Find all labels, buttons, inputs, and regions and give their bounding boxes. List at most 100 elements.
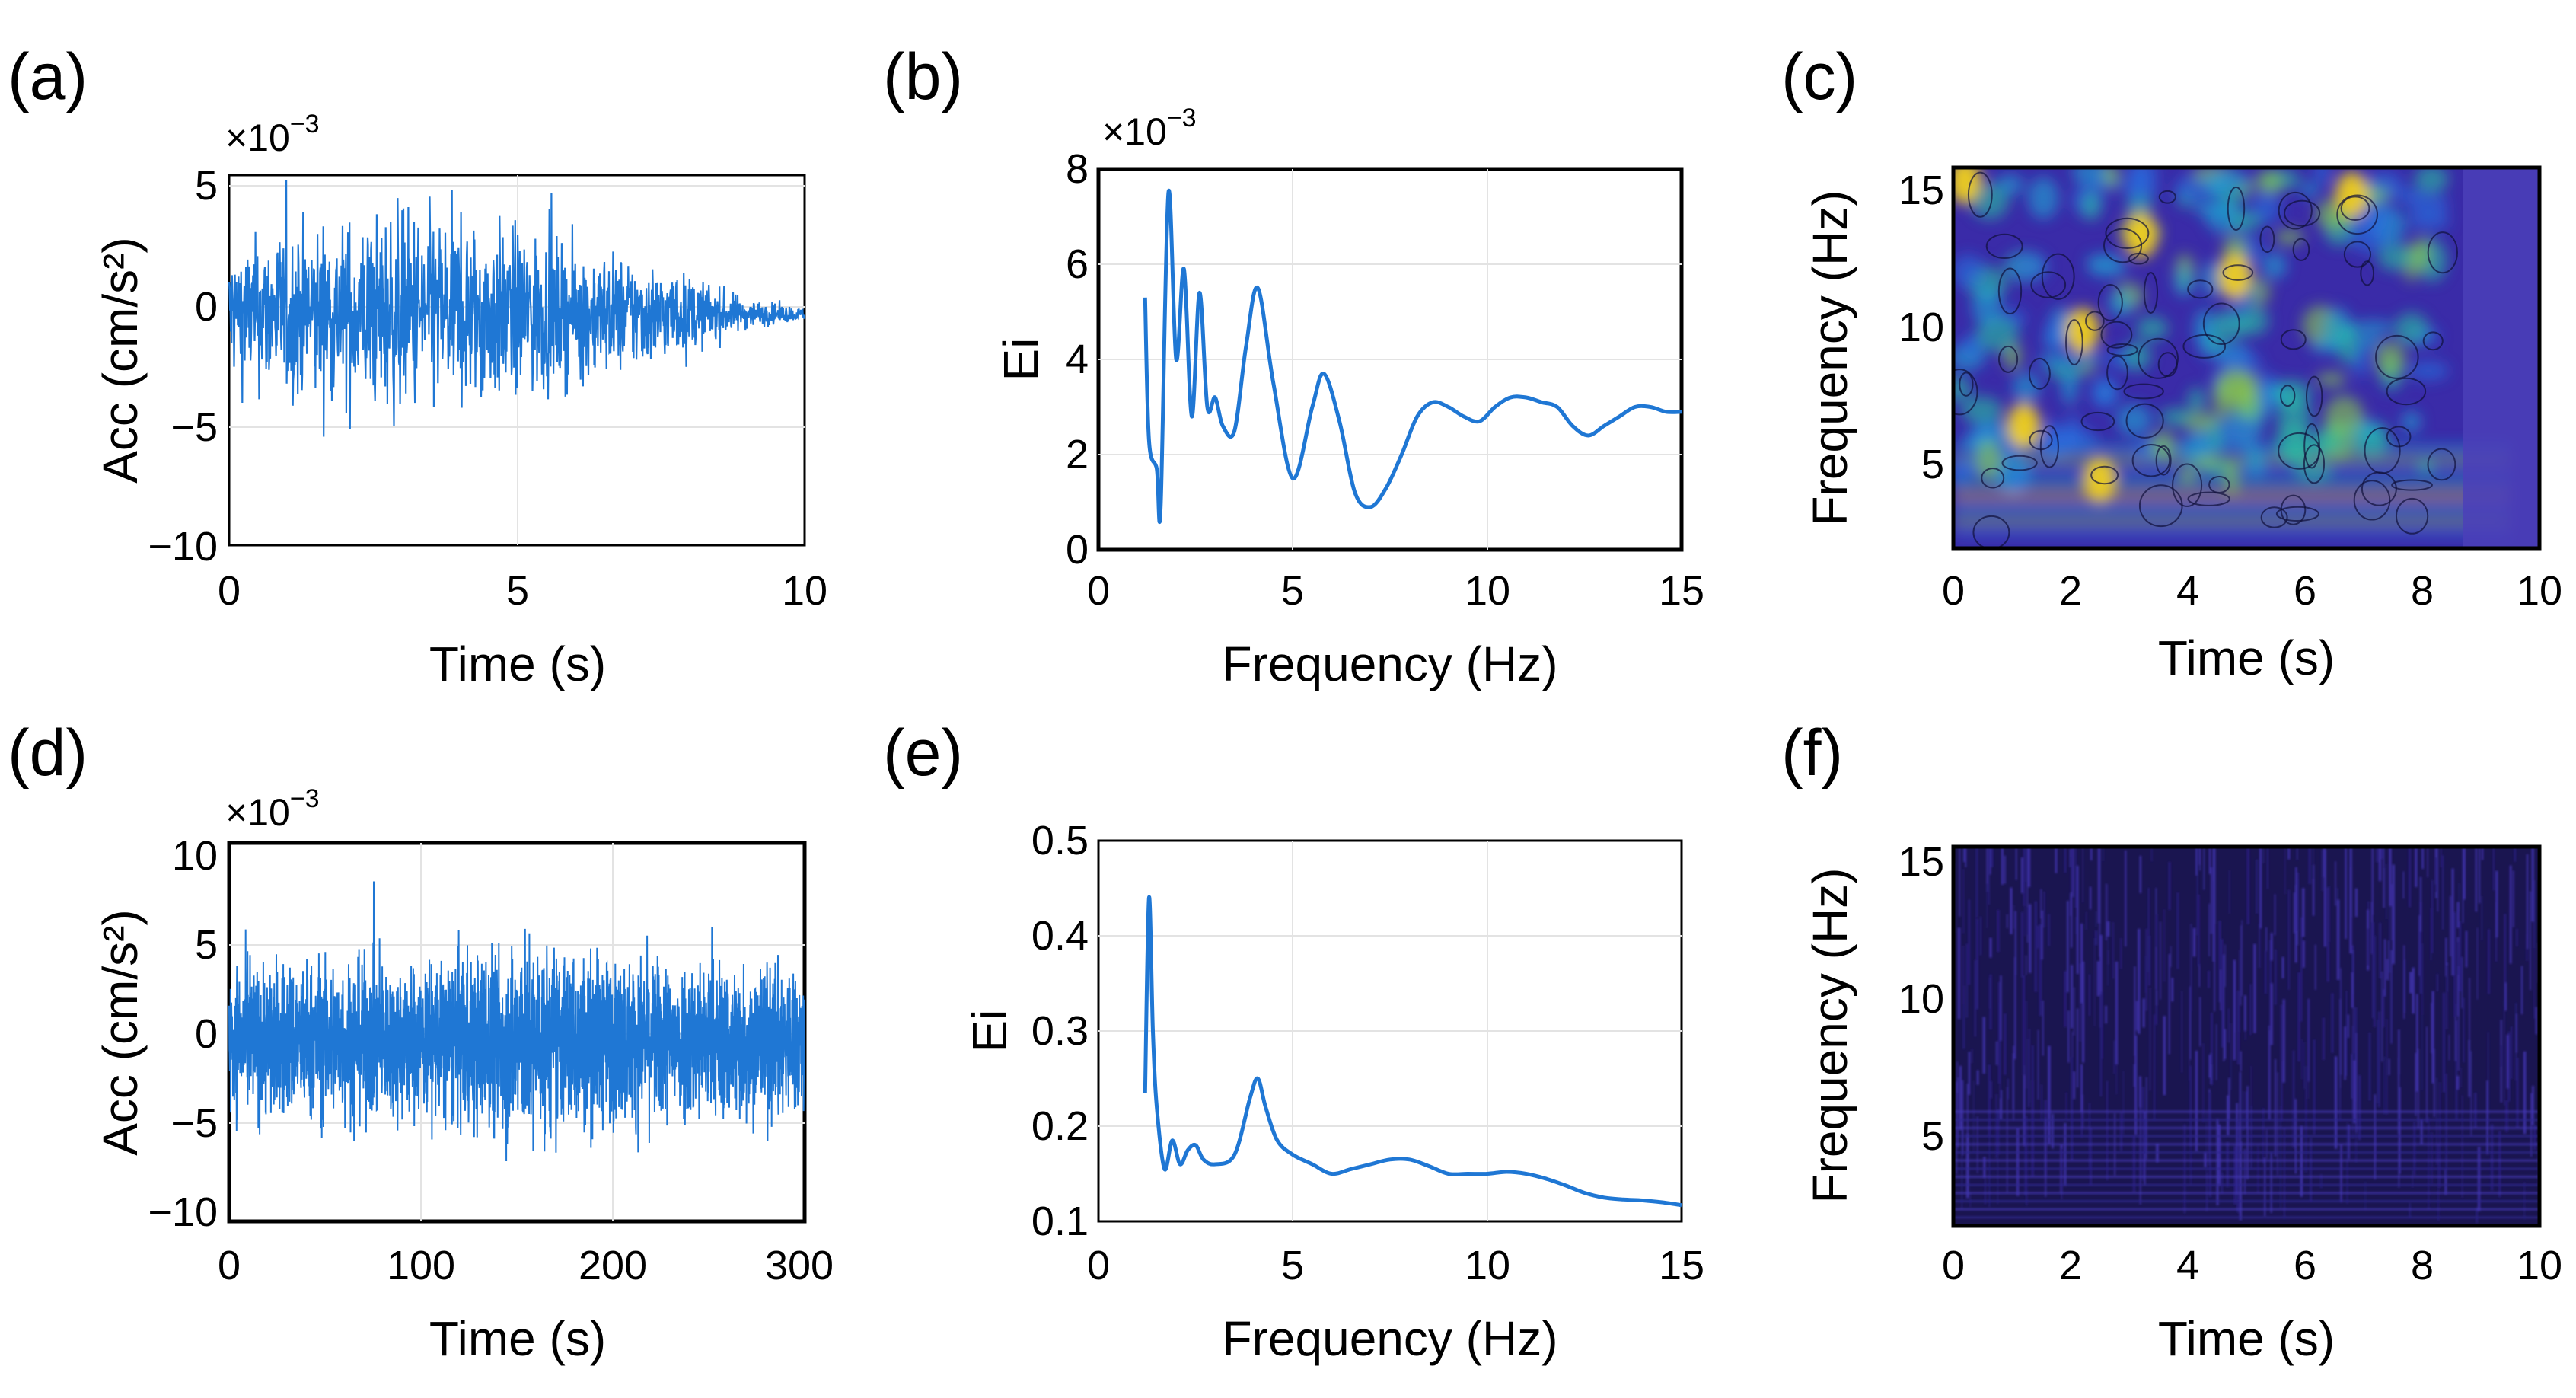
panel-c-xlabel: Time (s) [2158, 630, 2335, 685]
panel-c-contour [2105, 217, 2150, 250]
panel-c-contour [2131, 443, 2171, 477]
panel-c-blob [1970, 183, 2009, 220]
panel-c-contour [2080, 411, 2115, 432]
panel-c-hotspot [2335, 171, 2369, 218]
panel-c-blob [2314, 168, 2330, 187]
panel-c-hotspot [1953, 168, 1982, 204]
panel-c-blob [2037, 353, 2072, 369]
panel-c-contour [2041, 253, 2075, 300]
panel-c-contour [2100, 321, 2133, 349]
panel-f-xtick: 0 [1942, 1243, 1965, 1288]
panel-c-blob [2091, 375, 2118, 410]
panel-c-contour [2090, 465, 2119, 485]
panel-e-ytick: 0.2 [1031, 1103, 1089, 1149]
panel-c-blob [2187, 387, 2205, 413]
panel-c-ylabel: Frequency (Hz) [1803, 190, 1857, 526]
panel-c-contour [2260, 506, 2288, 528]
panel-c-blob [2211, 174, 2253, 187]
panel-e-xtick: 15 [1659, 1243, 1704, 1288]
panel-c-contour [2427, 231, 2459, 274]
panel-c-blob [2377, 244, 2414, 271]
panel-c-contour [2187, 279, 2214, 299]
panel-c-contour [1985, 233, 2023, 259]
panel-b-ytick: 8 [1066, 146, 1089, 192]
panel-c-contour [2292, 238, 2310, 261]
panel-c-band [1953, 506, 2511, 513]
panel-c-contour [1981, 468, 2005, 489]
panel-c-contour [2280, 329, 2307, 350]
panel-c-contour [2360, 260, 2375, 286]
panel-c-contour [2340, 196, 2370, 222]
panel-c-blob [2008, 471, 2028, 490]
panel-c-contour [2103, 228, 2143, 263]
panel-f-xlabel: Time (s) [2158, 1311, 2335, 1366]
panel-a-ytick: 5 [195, 163, 218, 209]
panel-c-contour [1959, 372, 1974, 397]
panel-c-contour [2030, 271, 2067, 298]
panel-c-contour [2422, 331, 2444, 351]
panel-c-blob [2045, 315, 2066, 353]
panel-c-blob [2213, 376, 2232, 420]
panel-c-blob [1953, 254, 1985, 289]
panel-d-ylabel: Acc (cm/s²) [93, 909, 148, 1156]
panel-d-xtick: 200 [579, 1243, 647, 1288]
panel-d-ytick: −10 [148, 1189, 218, 1235]
panel-e-ylabel: Ei [962, 1010, 1017, 1053]
panel-c-contour [2187, 491, 2230, 506]
panel-e-xticks: 0 5 10 15 [1087, 1243, 1704, 1288]
panel-c-hotspot [2124, 212, 2158, 259]
panel-c-contour [2085, 311, 2105, 331]
panel-f: (f) 15 10 5 0 2 4 6 8 10 Time (s) Freque… [1781, 717, 2562, 1366]
panel-c-ytick: 5 [1921, 442, 1944, 487]
panel-c-blob [2240, 306, 2269, 336]
panel-c-xtick: 2 [2059, 568, 2082, 614]
panel-e-energy-line [1143, 895, 1682, 1208]
panel-a-label: (a) [8, 40, 88, 113]
panel-a-xlabel: Time (s) [429, 637, 606, 691]
panel-c-blob [2408, 212, 2451, 231]
panel-c-blob [2081, 190, 2101, 221]
panel-d-multiplier: ×10−3 [225, 784, 320, 834]
panel-c-blob [2316, 372, 2347, 387]
panel-a-multiplier: ×10−3 [225, 110, 320, 159]
panel-c-contour [2278, 191, 2313, 230]
panel-b-ylabel: Ei [993, 338, 1048, 381]
panel-d-xtick: 100 [387, 1243, 455, 1288]
panel-f-band [1953, 1216, 2539, 1219]
panel-b: (b) ×10−3 8 6 4 2 0 0 5 10 15 Frequency … [883, 40, 1704, 691]
panel-a-xtick: 5 [506, 568, 529, 614]
panel-c-contour [2106, 355, 2128, 391]
panel-c-contour [2155, 445, 2172, 476]
panel-c-xtick: 8 [2411, 568, 2434, 614]
panel-d-xlabel: Time (s) [429, 1311, 606, 1366]
panel-c-blob [2336, 324, 2359, 365]
panel-c-energy-blobs [1953, 168, 2511, 538]
panel-e-ytick: 0.1 [1031, 1199, 1089, 1244]
panel-b-ytick: 4 [1066, 337, 1089, 382]
panel-f-band [1953, 1175, 2539, 1178]
panel-c-blob [2293, 462, 2334, 481]
panel-c-blob [1961, 396, 2003, 425]
panel-e-xtick: 0 [1087, 1243, 1110, 1288]
panel-c-blob [2108, 289, 2134, 318]
panel-c-blob [2103, 168, 2119, 190]
panel-c-band [1953, 456, 2511, 464]
panel-c-contour [2182, 334, 2227, 359]
panel-c-contour [2427, 448, 2456, 481]
panel-c-contour [2125, 403, 2164, 439]
panel-e: (e) 0.5 0.4 0.3 0.2 0.1 0 5 10 15 Freque… [883, 717, 1704, 1366]
panel-a-yticks: 5 0 −5 −10 [148, 163, 218, 570]
panel-c-xtick: 4 [2176, 568, 2199, 614]
panel-c-contour [2172, 463, 2203, 507]
panel-c-blob [1953, 458, 1972, 484]
panel-c-contour [2227, 186, 2246, 231]
panel-c-contour [2158, 190, 2176, 204]
panel-c-blob [2283, 437, 2310, 466]
panel-c-blob [2275, 229, 2304, 245]
panel-c-contour [2222, 264, 2254, 281]
panel-c-band [1953, 444, 2511, 452]
panel-c-blob [2301, 181, 2318, 199]
panel-c-contour [1972, 515, 2010, 548]
panel-c-contour [2123, 383, 2164, 400]
